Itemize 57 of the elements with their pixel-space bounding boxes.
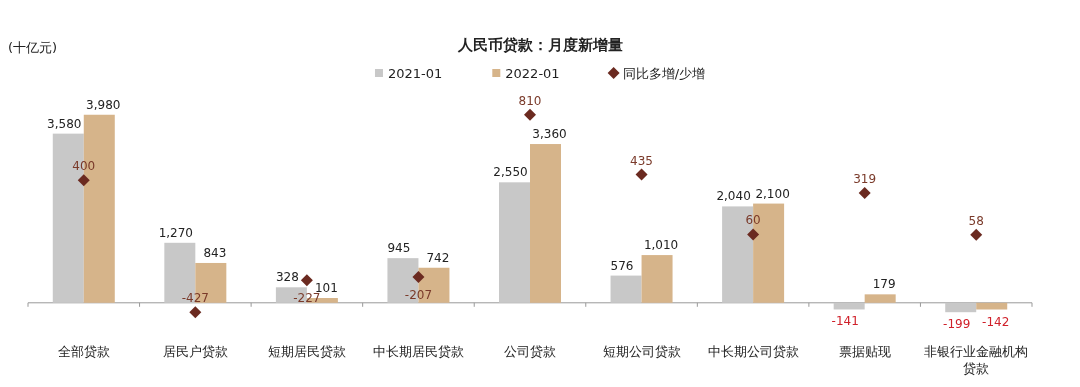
data-label: 576 <box>610 258 634 273</box>
x-tick-label: 票据贴现 <box>838 344 891 359</box>
data-label: 2,100 <box>755 186 790 201</box>
data-label: 60 <box>745 213 761 228</box>
data-label: 3,980 <box>86 97 121 112</box>
point <box>189 306 202 319</box>
bar <box>833 302 865 310</box>
x-tick-label: 短期居民贷款 <box>267 344 346 359</box>
data-label: 3,360 <box>532 127 567 142</box>
point <box>77 174 90 187</box>
data-label: 1,270 <box>158 225 194 240</box>
x-tick-label: 中长期公司贷款 <box>707 344 799 359</box>
data-label: -142 <box>982 314 1010 329</box>
x-tick-label: 非银行业金融机构贷款 <box>924 344 1029 376</box>
data-label: 435 <box>630 153 654 168</box>
y-axis-title: (十亿元) <box>8 40 58 55</box>
data-label: -427 <box>181 291 209 306</box>
x-tick-label: 居民户贷款 <box>162 344 228 359</box>
bar <box>499 182 530 303</box>
chart-title: 人民币贷款：月度新增量 <box>456 36 623 54</box>
data-label: 742 <box>426 250 450 265</box>
data-label: -207 <box>404 288 433 303</box>
x-tick-label: 短期公司贷款 <box>602 344 681 359</box>
x-tick-label: 公司贷款 <box>504 344 556 359</box>
point <box>858 187 871 200</box>
legend-label: 同比多增/少增 <box>622 66 706 81</box>
bar <box>864 294 896 303</box>
bar <box>945 302 977 313</box>
bar <box>641 255 673 303</box>
point <box>524 108 536 121</box>
x-tick-label: 中长期居民贷款 <box>372 344 464 359</box>
data-label: 328 <box>275 270 299 285</box>
data-label: 58 <box>968 213 984 228</box>
data-label: 2,040 <box>716 189 751 204</box>
data-label: 319 <box>853 172 877 187</box>
data-label: 810 <box>518 93 542 108</box>
data-label: 945 <box>387 241 411 256</box>
data-label: -199 <box>943 317 971 332</box>
data-label: 400 <box>72 159 96 174</box>
data-label: 3,580 <box>47 116 82 131</box>
bar <box>976 302 1008 310</box>
data-label: 2,550 <box>493 165 528 180</box>
point <box>970 228 983 241</box>
legend-label: 2021-01 <box>387 66 443 81</box>
data-label: -227 <box>293 291 321 306</box>
point <box>635 168 648 181</box>
data-label: 1,010 <box>643 238 679 253</box>
x-tick-label: 全部贷款 <box>57 344 110 359</box>
point <box>747 228 760 241</box>
data-label: 843 <box>203 245 227 260</box>
data-label: -141 <box>831 314 859 329</box>
point <box>412 271 425 284</box>
legend-label: 2022-01 <box>505 66 560 81</box>
bar <box>530 144 561 303</box>
bar <box>610 275 642 303</box>
point <box>300 274 313 287</box>
data-label: 179 <box>872 277 896 292</box>
